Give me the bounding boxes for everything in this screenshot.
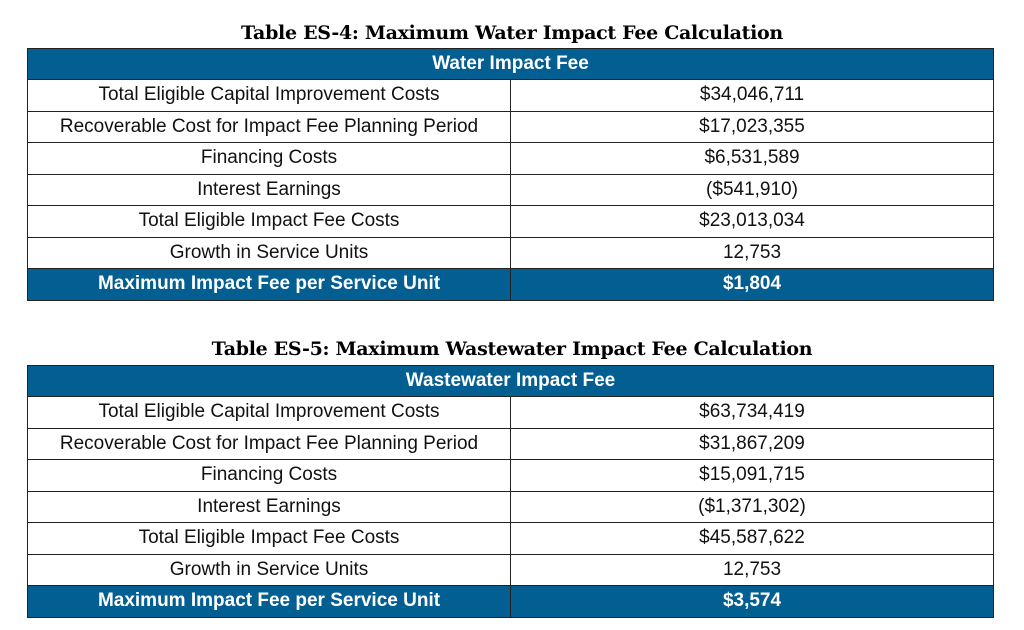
table-header-row: Wastewater Impact Fee (27, 365, 994, 397)
table-title: Table ES-5: Maximum Wastewater Impact Fe… (211, 338, 813, 360)
table-row: Total Eligible Capital Improvement Costs… (27, 396, 994, 429)
total-label: Maximum Impact Fee per Service Unit (27, 585, 511, 618)
total-value: $1,804 (510, 268, 994, 301)
table-row: Recoverable Cost for Impact Fee Planning… (27, 427, 994, 460)
table-row: Interest Earnings ($1,371,302) (27, 490, 994, 523)
row-value: $45,587,622 (510, 522, 994, 555)
row-value: $63,734,419 (510, 396, 994, 429)
water-impact-fee-table: Water Impact Fee Total Eligible Capital I… (27, 48, 994, 301)
table-row: Growth in Service Units 12,753 (27, 553, 994, 586)
row-label: Total Eligible Impact Fee Costs (27, 522, 511, 555)
row-label: Financing Costs (27, 459, 511, 492)
row-label: Interest Earnings (27, 173, 511, 206)
table-row: Total Eligible Impact Fee Costs $23,013,0… (27, 205, 994, 238)
table-row: Growth in Service Units 12,753 (27, 236, 994, 269)
table-header: Water Impact Fee (27, 48, 994, 80)
row-label: Growth in Service Units (27, 236, 511, 269)
row-value: 12,753 (510, 236, 994, 269)
row-label: Interest Earnings (27, 490, 511, 523)
row-value: 12,753 (510, 553, 994, 586)
total-label: Maximum Impact Fee per Service Unit (27, 268, 511, 301)
row-value: ($541,910) (510, 173, 994, 206)
row-value: $17,023,355 (510, 110, 994, 143)
table-row: Financing Costs $6,531,589 (27, 142, 994, 175)
total-value: $3,574 (510, 585, 994, 618)
table-row: Total Eligible Capital Improvement Costs… (27, 79, 994, 112)
table-header-row: Water Impact Fee (27, 48, 994, 80)
row-value: $34,046,711 (510, 79, 994, 112)
total-row: Maximum Impact Fee per Service Unit $1,80… (27, 268, 994, 301)
table-header: Wastewater Impact Fee (27, 365, 994, 397)
row-label: Total Eligible Capital Improvement Costs (27, 396, 511, 429)
row-label: Financing Costs (27, 142, 511, 175)
table-row: Financing Costs $15,091,715 (27, 459, 994, 492)
row-label: Recoverable Cost for Impact Fee Planning… (27, 427, 511, 460)
row-label: Growth in Service Units (27, 553, 511, 586)
wastewater-impact-fee-table: Wastewater Impact Fee Total Eligible Capi… (27, 365, 994, 618)
total-row: Maximum Impact Fee per Service Unit $3,57… (27, 585, 994, 618)
row-value: ($1,371,302) (510, 490, 994, 523)
row-value: $31,867,209 (510, 427, 994, 460)
row-label: Total Eligible Capital Improvement Costs (27, 79, 511, 112)
row-label: Total Eligible Impact Fee Costs (27, 205, 511, 238)
table-row: Interest Earnings ($541,910) (27, 173, 994, 206)
row-value: $15,091,715 (510, 459, 994, 492)
row-label: Recoverable Cost for Impact Fee Planning… (27, 110, 511, 143)
row-value: $6,531,589 (510, 142, 994, 175)
table-row: Total Eligible Impact Fee Costs $45,587,6… (27, 522, 994, 555)
table-title: Table ES-4: Maximum Water Impact Fee Cal… (241, 22, 783, 44)
table-row: Recoverable Cost for Impact Fee Planning… (27, 110, 994, 143)
row-value: $23,013,034 (510, 205, 994, 238)
